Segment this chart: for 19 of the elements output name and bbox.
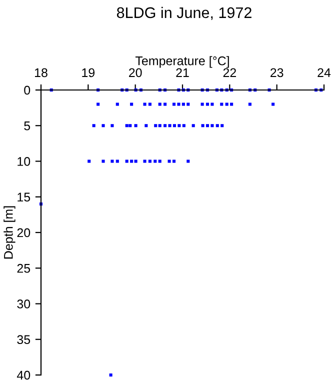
x-axis-title: Temperature [°C] [135,56,229,68]
x-tick-label: 18 [35,68,48,78]
x-tick-label: 24 [318,68,331,77]
y-tick-label: 0 [24,86,30,95]
x-tick-label: 21 [176,68,189,77]
y-axis-title: Depth [m] [4,206,16,259]
y-tick-label: 40 [16,370,30,380]
y-tick-label: 20 [17,228,30,238]
chart-title: 8LDG in June, 1972 [116,6,252,20]
y-tick-label: 5 [24,122,30,130]
x-tick-label: 22 [223,68,236,77]
y-tick-label: 10 [18,157,30,166]
x-tick-label: 20 [129,68,142,78]
x-tick-label: 19 [82,68,95,78]
y-tick-label: 30 [17,300,30,308]
y-tick-label: 25 [17,264,30,273]
x-tick-label: 23 [270,68,284,78]
y-tick-label: 35 [17,335,30,344]
y-tick-label: 15 [18,192,30,202]
